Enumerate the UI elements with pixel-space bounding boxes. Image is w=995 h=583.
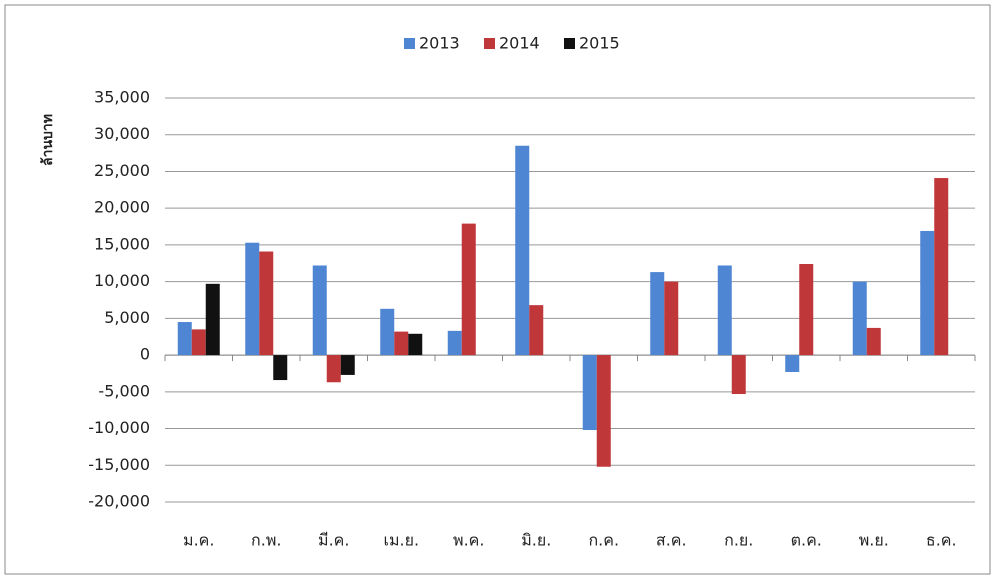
- bar: [596, 355, 611, 467]
- bar: [582, 355, 597, 431]
- legend-swatch: [564, 38, 575, 49]
- bar: [717, 265, 732, 356]
- x-tick-label: ก.ค.: [588, 531, 619, 550]
- bar: [312, 265, 327, 356]
- y-tick-label: 20,000: [94, 198, 150, 217]
- bar: [259, 251, 274, 356]
- bar: [245, 242, 260, 356]
- y-tick-label: -15,000: [88, 455, 150, 474]
- x-tick-label: ธ.ค.: [926, 531, 957, 550]
- bar: [205, 283, 220, 356]
- x-tick-label: ก.พ.: [251, 531, 281, 550]
- bar: [799, 264, 814, 356]
- x-tick-label: มิ.ย.: [521, 531, 551, 550]
- y-tick-label: 5,000: [104, 308, 150, 327]
- bar: [461, 223, 476, 356]
- bar: [394, 331, 409, 356]
- bar: [408, 333, 423, 356]
- y-tick-label: -5,000: [98, 381, 150, 400]
- bar: [920, 230, 935, 356]
- x-tick-label: ม.ค.: [183, 531, 214, 550]
- y-tick-label: 35,000: [94, 88, 150, 107]
- y-tick-label: -20,000: [88, 492, 150, 511]
- bar: [177, 322, 192, 356]
- bar: [934, 178, 949, 356]
- bar: [866, 327, 881, 356]
- bar: [191, 329, 206, 356]
- bar: [380, 308, 395, 356]
- y-axis-label: ล้านบาท: [40, 114, 56, 166]
- bar: [650, 272, 665, 356]
- bar: [852, 281, 867, 356]
- x-tick-label: ส.ค.: [656, 531, 687, 550]
- bar: [447, 330, 462, 356]
- bar: [731, 355, 746, 395]
- legend-swatch: [484, 38, 495, 49]
- y-tick-label: 15,000: [94, 234, 150, 253]
- y-tick-label: -10,000: [88, 418, 150, 437]
- y-tick-label: 25,000: [94, 161, 150, 180]
- y-tick-label: 10,000: [94, 271, 150, 290]
- x-tick-label: มี.ค.: [318, 531, 349, 550]
- bar: [529, 305, 544, 356]
- x-tick-label: เม.ย.: [383, 531, 419, 550]
- legend-label: 2015: [579, 34, 620, 53]
- x-tick-label: พ.ค.: [453, 531, 484, 550]
- bar: [326, 355, 341, 383]
- chart-frame: [4, 4, 991, 575]
- legend-label: 2013: [419, 34, 460, 53]
- bar: [515, 145, 530, 356]
- x-tick-label: ต.ค.: [791, 531, 822, 550]
- bar: [340, 355, 355, 375]
- x-tick-label: ก.ย.: [724, 531, 753, 550]
- legend-swatch: [404, 38, 415, 49]
- x-tick-label: พ.ย.: [859, 531, 889, 550]
- y-tick-label: 30,000: [94, 124, 150, 143]
- y-tick-label: 0: [140, 345, 150, 364]
- legend-label: 2014: [499, 34, 540, 53]
- bar: [273, 355, 288, 381]
- bar: [785, 355, 800, 372]
- bar: [664, 281, 679, 356]
